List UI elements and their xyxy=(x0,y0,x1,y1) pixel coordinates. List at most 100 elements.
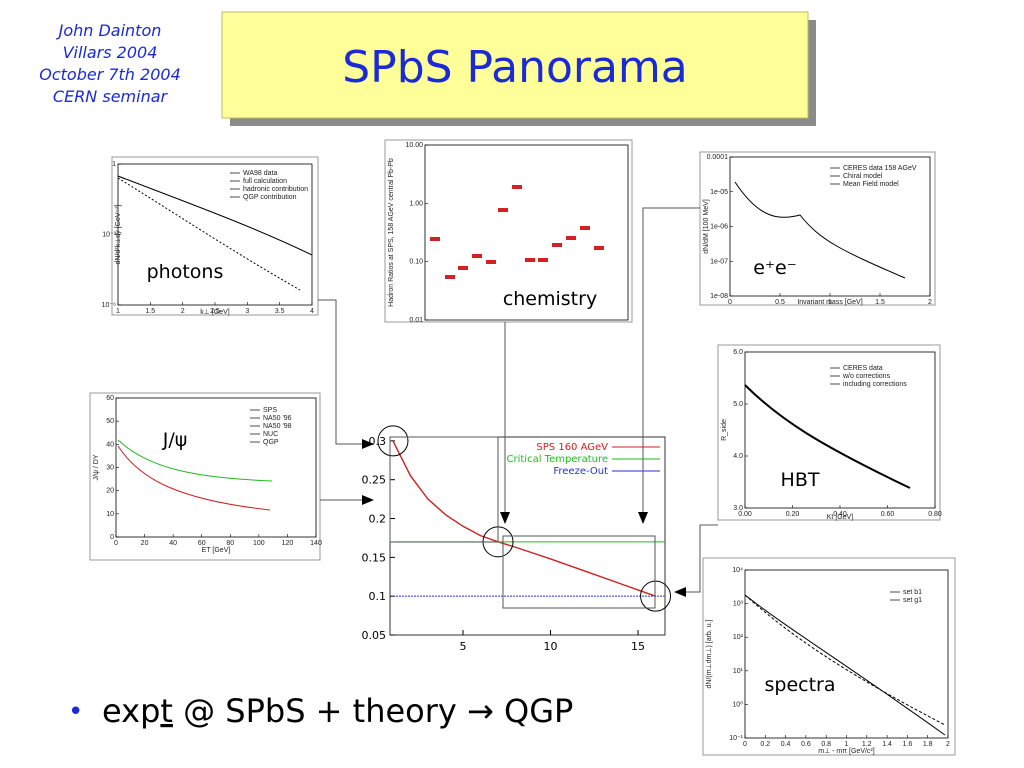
legend-entry: CERES data xyxy=(843,365,883,372)
legend-entry: including corrections xyxy=(843,381,907,388)
y-tick-label: 0.0001 xyxy=(707,154,729,161)
inset-box xyxy=(111,156,319,316)
highlight-circle xyxy=(640,580,672,612)
x-tick-label: 0.00 xyxy=(738,511,752,518)
y-axis-label: dN/(m⊥dm⊥) [arb. u.] xyxy=(706,619,713,688)
series-line xyxy=(392,440,656,597)
x-tick-label: 40 xyxy=(169,540,177,547)
x-tick-label: 60 xyxy=(198,540,206,547)
y-axis-label: dN/dM [100 MeV] xyxy=(703,199,710,254)
bullet-rest: @ SPbS + theory → QGP xyxy=(173,692,573,730)
y-tick-label: 3.0 xyxy=(733,505,743,512)
bullet-dot: • xyxy=(68,697,83,727)
x-tick-label: 0 xyxy=(728,299,732,306)
y-axis-label: R_side xyxy=(721,419,728,441)
y-tick-label: 0.2 xyxy=(369,513,387,526)
x-axis-label: k⊥ [GeV] xyxy=(200,309,229,316)
title-box xyxy=(221,11,809,119)
y-tick-label: 40 xyxy=(106,441,114,448)
slide-title: SPbS Panorama xyxy=(342,42,688,93)
legend-entry: Chiral model xyxy=(843,173,883,180)
y-tick-label: 0.15 xyxy=(362,551,387,564)
x-tick-label: 1 xyxy=(828,299,832,306)
highlight-circle xyxy=(377,425,409,457)
x-axis-label: ET [GeV] xyxy=(202,547,231,554)
y-tick-label: 30 xyxy=(106,465,114,472)
inset-box xyxy=(702,557,956,756)
inset-photons: 1 1.5 2 2.5 3 3.5 4 10⁻⁶ 10⁻³ 1 k⊥ [GeV] dN/d²k⊥dy … xyxy=(102,156,319,316)
inset-chemistry: 0.01 0.10 1.00 10.00 Hadron Ratios at SPS, 1… xyxy=(384,139,633,324)
x-tick-label: 2 xyxy=(928,299,932,306)
y-tick-label: 10.00 xyxy=(405,142,423,149)
author-line: October 7th 2004 xyxy=(39,65,181,84)
author-line: CERN seminar xyxy=(53,87,169,106)
x-tick-label: 15 xyxy=(631,640,645,653)
y-tick-label: 10 xyxy=(106,511,114,518)
x-tick-label: 0.2 xyxy=(760,741,770,748)
x-tick-label: 20 xyxy=(141,540,149,547)
y-tick-label: 6.0 xyxy=(733,349,743,356)
x-tick-label: 4 xyxy=(310,308,314,315)
legend-entry: WA98 data xyxy=(243,170,277,177)
x-tick-label: 1.4 xyxy=(882,741,892,748)
legend-entry: full calculation xyxy=(243,178,287,185)
y-tick-label: 10⁴ xyxy=(732,567,743,574)
x-tick-label: 0.5 xyxy=(775,299,785,306)
y-axis-label: Hadron Ratios at SPS, 158 AGeV central P… xyxy=(388,158,395,307)
x-tick-label: 2 xyxy=(946,741,950,748)
legend-entry: Mean Field model xyxy=(843,181,899,188)
inset-box xyxy=(717,344,941,521)
x-tick-label: 1.5 xyxy=(875,299,885,306)
y-tick-label: 10² xyxy=(733,634,744,641)
legend-entry: Freeze-Out xyxy=(553,466,608,477)
y-axis-label: dN/d²k⊥dy [GeV⁻²] xyxy=(115,204,122,264)
x-tick-label: 2.5 xyxy=(210,308,220,315)
inset-label: J/ψ xyxy=(162,429,188,451)
y-tick-label: 1e-06 xyxy=(710,224,728,231)
y-tick-label: 0.10 xyxy=(409,259,423,266)
x-tick-label: 1 xyxy=(116,308,120,315)
y-tick-label: 1e-08 xyxy=(710,293,728,300)
author-line: Villars 2004 xyxy=(63,43,158,62)
chemistry-markers xyxy=(430,185,604,279)
inset-box xyxy=(89,392,321,561)
legend-entry: CERES data 158 AGeV xyxy=(843,165,917,172)
y-tick-label: 0.1 xyxy=(369,590,387,603)
y-tick-label: 20 xyxy=(106,488,114,495)
inset-label: photons xyxy=(147,261,224,283)
x-tick-label: 120 xyxy=(282,540,294,547)
y-tick-label: 1e-07 xyxy=(710,258,728,265)
bullet-text: expt @ SPbS + theory → QGP xyxy=(102,692,573,730)
x-tick-label: 5 xyxy=(459,640,466,653)
x-tick-label: 0.20 xyxy=(786,511,800,518)
x-tick-label: 0 xyxy=(114,540,118,547)
legend-entry: NUC xyxy=(263,431,278,438)
x-axis-label: Invariant mass [GeV] xyxy=(797,299,862,306)
y-tick-label: 4.0 xyxy=(733,453,743,460)
y-tick-label: 1e-05 xyxy=(710,189,728,196)
y-tick-label: 0.3 xyxy=(369,435,387,448)
inset-label: HBT xyxy=(781,469,820,491)
inset-label: e⁺e⁻ xyxy=(753,257,796,279)
legend-entry: set g1 xyxy=(903,597,922,604)
y-tick-label: 0 xyxy=(110,534,114,541)
x-axis-label: m⊥ - mπ [GeV/c²] xyxy=(818,748,874,755)
y-tick-label: 0.05 xyxy=(362,629,387,642)
inset-label: chemistry xyxy=(503,288,597,310)
x-tick-label: 0.8 xyxy=(821,741,831,748)
bullet-prefix: exp xyxy=(102,692,160,730)
inset-axes xyxy=(424,144,629,321)
bullet-underlined: t xyxy=(160,692,173,730)
y-tick-label: 60 xyxy=(106,395,114,402)
legend-entry: SPS xyxy=(263,407,277,414)
y-tick-label: 5.0 xyxy=(733,401,743,408)
y-tick-label: 10⁻³ xyxy=(102,232,116,239)
y-tick-label: 50 xyxy=(106,418,114,425)
inset-label: spectra xyxy=(765,674,836,696)
legend-entry: QGP xyxy=(263,439,279,446)
legend-entry: w/o corrections xyxy=(842,373,891,380)
inset-spectra: 0 0.2 0.4 0.6 0.8 1 1.2 1.4 1.6 1.8 2 10⁻¹ 10⁰ 10¹ 10²… xyxy=(702,557,956,756)
inset-curves xyxy=(117,175,946,736)
